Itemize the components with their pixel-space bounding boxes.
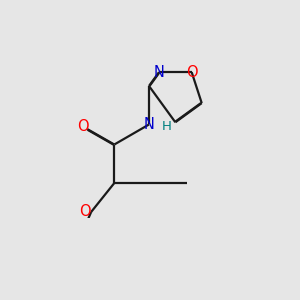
Text: O: O bbox=[186, 64, 197, 80]
Text: O: O bbox=[77, 119, 88, 134]
Text: O: O bbox=[80, 204, 91, 219]
Text: N: N bbox=[154, 64, 164, 80]
Text: N: N bbox=[143, 117, 155, 132]
Text: H: H bbox=[161, 120, 171, 133]
